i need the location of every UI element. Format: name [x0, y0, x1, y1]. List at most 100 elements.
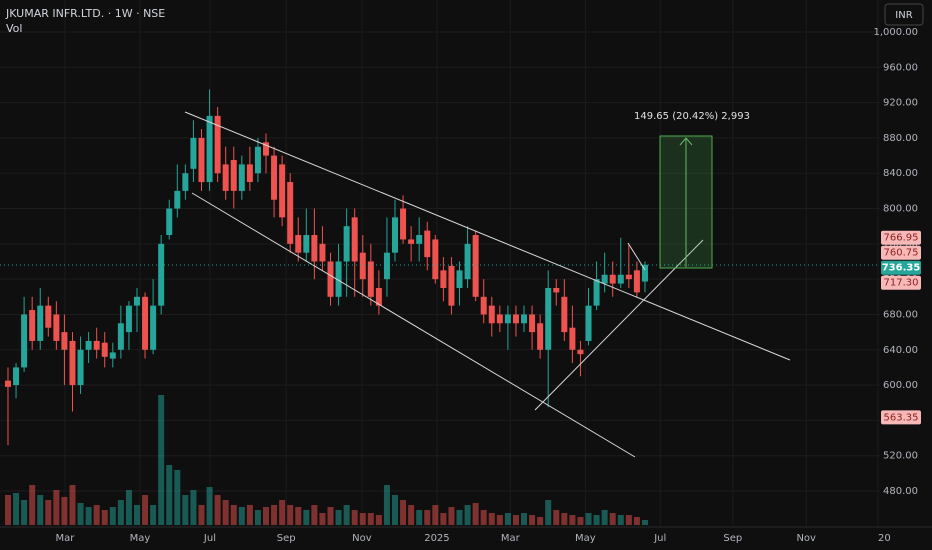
candle-body — [158, 243, 165, 306]
candle-body — [367, 261, 374, 297]
volume-bar — [37, 495, 44, 525]
volume-bar — [158, 395, 165, 525]
candle-body — [142, 296, 149, 350]
volume-bar — [504, 513, 511, 525]
candle-body — [117, 323, 124, 350]
candle-body — [375, 287, 382, 306]
volume-bar — [464, 505, 471, 525]
candle-body — [609, 274, 616, 284]
x-tick-label: Jul — [653, 533, 666, 544]
candle-body — [561, 296, 568, 333]
candle-body — [633, 270, 640, 293]
volume-bar — [617, 515, 624, 525]
candle-body — [182, 173, 189, 191]
candle-body — [585, 305, 592, 341]
candle-body — [432, 239, 439, 280]
price-label: 563.35 — [884, 412, 919, 423]
volume-bar — [440, 513, 447, 525]
candle-body — [206, 115, 213, 183]
candle-body — [392, 217, 399, 253]
price-label-box — [881, 245, 921, 260]
volume-bar — [625, 515, 632, 525]
candle-body — [133, 296, 140, 306]
candle-body — [343, 226, 350, 262]
volume-bar — [537, 517, 544, 525]
candle-body — [400, 208, 407, 240]
projection-label: 149.65 (20.42%) 2,993 — [634, 111, 750, 122]
candle-body — [254, 146, 261, 174]
x-tick-label: 2025 — [424, 533, 449, 544]
volume-bar — [166, 465, 173, 525]
volume-bar — [561, 513, 568, 525]
price-label-box — [881, 410, 921, 425]
volume-panel — [4, 395, 648, 525]
y-tick-label: 880.00 — [883, 133, 918, 144]
y-tick-label: 960.00 — [883, 62, 918, 73]
volume-bar — [279, 500, 286, 525]
candle-body — [69, 340, 76, 386]
volume-bar — [69, 485, 76, 525]
volume-bar — [53, 490, 60, 525]
volume-bar — [238, 507, 245, 525]
volume-bar — [303, 510, 310, 525]
candle-body — [625, 274, 632, 280]
volume-bar — [262, 507, 269, 525]
volume-bar — [182, 495, 189, 525]
volume-bar — [512, 515, 519, 525]
volume-bar — [383, 485, 390, 525]
volume-bar — [117, 500, 124, 525]
candle-body — [21, 314, 28, 368]
candle-body — [496, 314, 503, 324]
candle-body — [545, 287, 552, 350]
y-tick-label: 840.00 — [883, 168, 918, 179]
volume-bar — [133, 505, 140, 525]
candle-body — [190, 137, 197, 169]
volume-bar — [488, 513, 495, 525]
volume-bar — [246, 505, 253, 525]
candle-body — [641, 264, 648, 282]
candle-body — [222, 164, 229, 191]
volume-bar — [343, 505, 350, 525]
trend-line — [191, 192, 636, 458]
candle-body — [166, 208, 173, 236]
volume-bar — [101, 510, 108, 525]
volume-bar — [633, 517, 640, 525]
candle-body — [464, 243, 471, 280]
candle-body — [271, 155, 278, 200]
candle-body — [504, 314, 511, 324]
volume-bar — [569, 515, 576, 525]
candle-body — [569, 327, 576, 350]
candle-body — [287, 182, 294, 244]
candle-body — [472, 235, 479, 297]
volume-bar — [359, 513, 366, 525]
volume-bar — [29, 485, 36, 525]
x-tick-label: Nov — [796, 533, 816, 544]
volume-bar — [375, 515, 382, 525]
candle-body — [327, 261, 334, 297]
candle-body — [537, 323, 544, 350]
y-tick-label: 920.00 — [883, 98, 918, 109]
candle-body — [359, 252, 366, 280]
candle-body — [521, 314, 528, 324]
candle-body — [295, 235, 302, 253]
currency-box[interactable] — [884, 3, 924, 26]
candle-body — [529, 314, 536, 333]
volume-bar — [496, 515, 503, 525]
volume-bar — [392, 495, 399, 525]
currency[interactable]: INR — [895, 10, 912, 21]
volume-bar — [271, 505, 278, 525]
arrow-head — [679, 137, 693, 146]
volume-bar — [21, 500, 28, 525]
volume-bar — [206, 487, 213, 525]
candles — [4, 89, 648, 446]
volume-bar — [295, 507, 302, 525]
y-tick-label: 640.00 — [883, 345, 918, 356]
volume-bar — [4, 495, 11, 525]
volume-bar — [77, 503, 84, 525]
volume-bar — [448, 507, 455, 525]
volume-bar — [367, 513, 374, 525]
candle-body — [101, 342, 108, 357]
volume-bar — [254, 510, 261, 525]
candle-body — [93, 340, 100, 350]
